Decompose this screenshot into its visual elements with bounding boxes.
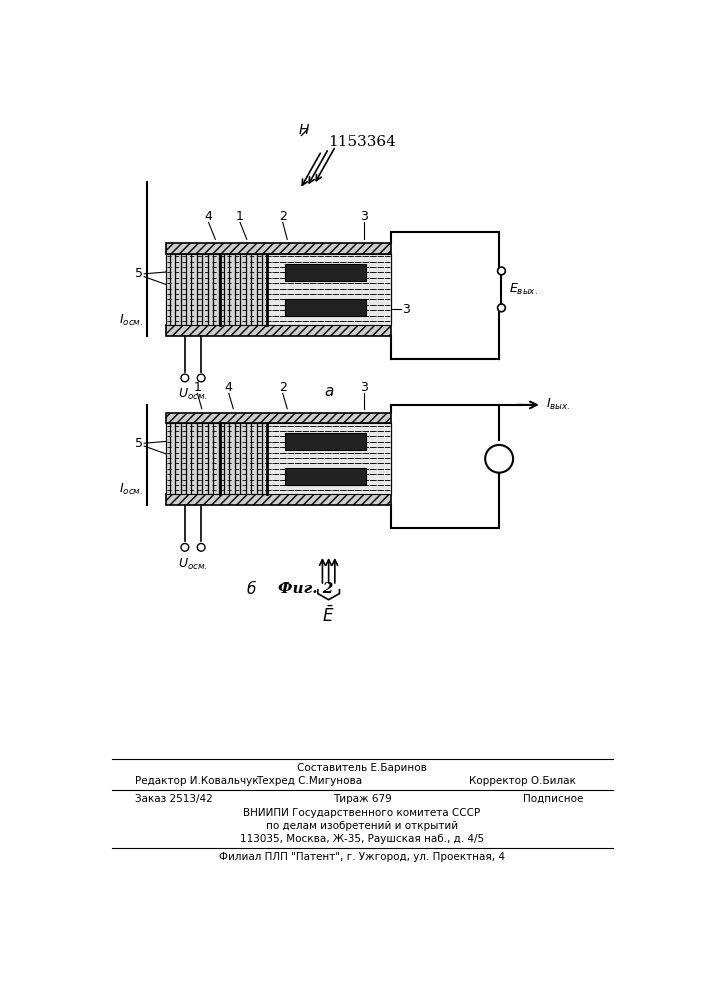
Bar: [285, 299, 366, 316]
Text: ВНИИПИ Государственного комитета СССР: ВНИИПИ Государственного комитета СССР: [243, 808, 481, 818]
Text: 1: 1: [236, 210, 244, 223]
Text: $U_{осм.}$: $U_{осм.}$: [178, 387, 208, 402]
Text: 4: 4: [204, 210, 213, 223]
Text: H: H: [298, 123, 309, 137]
Bar: [220, 423, 267, 494]
Text: $U_{осм.}$: $U_{осм.}$: [178, 557, 208, 572]
Text: Техред С.Мигунова: Техред С.Мигунова: [256, 776, 362, 786]
Bar: [166, 423, 220, 494]
Bar: [220, 254, 267, 325]
Bar: [285, 264, 366, 281]
Text: Тираж 679: Тираж 679: [332, 794, 392, 804]
Text: б: б: [247, 582, 256, 597]
Text: 3: 3: [402, 303, 410, 316]
Bar: [166, 423, 391, 494]
Text: Составитель Е.Баринов: Составитель Е.Баринов: [297, 763, 427, 773]
Bar: [267, 423, 391, 494]
Bar: [285, 468, 366, 485]
Text: 5: 5: [134, 267, 143, 280]
Text: $I_{осм.}$: $I_{осм.}$: [119, 313, 144, 328]
Circle shape: [181, 374, 189, 382]
Text: $\bar{E}$: $\bar{E}$: [322, 605, 335, 626]
Bar: [166, 413, 391, 423]
Bar: [166, 325, 391, 336]
Circle shape: [498, 304, 506, 312]
Text: 3: 3: [360, 210, 368, 223]
Bar: [267, 254, 391, 325]
Circle shape: [197, 374, 205, 382]
Text: 4: 4: [225, 381, 233, 394]
Circle shape: [498, 267, 506, 275]
Circle shape: [197, 543, 205, 551]
Circle shape: [181, 543, 189, 551]
Text: Подписное: Подписное: [523, 794, 583, 804]
Text: $E_{вых.}$: $E_{вых.}$: [509, 282, 538, 297]
Text: a: a: [324, 384, 333, 399]
Bar: [166, 243, 391, 254]
Text: по делам изобретений и открытий: по делам изобретений и открытий: [266, 821, 458, 831]
Text: 1153364: 1153364: [328, 135, 396, 149]
Text: Фиг. 2: Фиг. 2: [278, 582, 333, 596]
Text: 3: 3: [360, 381, 368, 394]
Text: $I_{вых.}$: $I_{вых.}$: [546, 397, 571, 412]
Text: Корректор О.Билак: Корректор О.Билак: [469, 776, 575, 786]
Text: Филиал ПЛП "Патент", г. Ужгород, ул. Проектная, 4: Филиал ПЛП "Патент", г. Ужгород, ул. Про…: [219, 852, 505, 861]
Text: 1: 1: [194, 381, 201, 394]
Text: 5: 5: [134, 437, 143, 450]
Text: 2: 2: [279, 381, 286, 394]
Bar: [166, 254, 391, 325]
Bar: [166, 494, 391, 505]
Text: 2: 2: [279, 210, 286, 223]
Bar: [166, 254, 220, 325]
Text: Редактор И.Ковальчук: Редактор И.Ковальчук: [135, 776, 259, 786]
Text: 113035, Москва, Ж-35, Раушская наб., д. 4/5: 113035, Москва, Ж-35, Раушская наб., д. …: [240, 834, 484, 844]
Bar: [285, 433, 366, 450]
Text: $I_{осм.}$: $I_{осм.}$: [119, 482, 144, 497]
Text: Заказ 2513/42: Заказ 2513/42: [135, 794, 213, 804]
Circle shape: [485, 445, 513, 473]
